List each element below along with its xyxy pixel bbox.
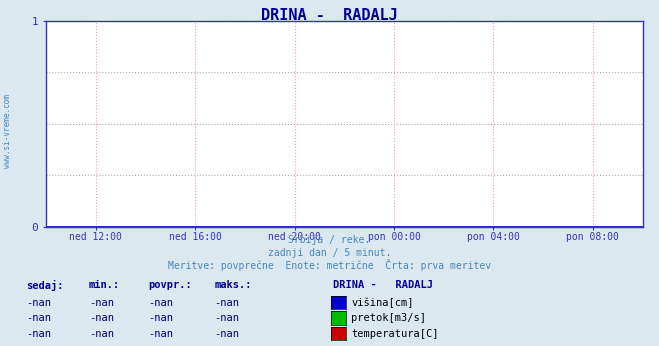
Text: -nan: -nan	[214, 313, 239, 323]
Text: DRINA -  RADALJ: DRINA - RADALJ	[261, 8, 398, 23]
Text: zadnji dan / 5 minut.: zadnji dan / 5 minut.	[268, 248, 391, 258]
Text: -nan: -nan	[26, 329, 51, 339]
Text: -nan: -nan	[214, 329, 239, 339]
Text: pretok[m3/s]: pretok[m3/s]	[351, 313, 426, 323]
Text: www.si-vreme.com: www.si-vreme.com	[3, 94, 13, 169]
Text: -nan: -nan	[148, 298, 173, 308]
Text: maks.:: maks.:	[214, 281, 252, 290]
Text: min.:: min.:	[89, 281, 120, 290]
Text: Srbija / reke.: Srbija / reke.	[289, 236, 370, 245]
Text: povpr.:: povpr.:	[148, 281, 192, 290]
Text: Meritve: povprečne  Enote: metrične  Črta: prva meritev: Meritve: povprečne Enote: metrične Črta:…	[168, 260, 491, 271]
Text: -nan: -nan	[148, 313, 173, 323]
Text: temperatura[C]: temperatura[C]	[351, 329, 439, 339]
Text: -nan: -nan	[214, 298, 239, 308]
Text: -nan: -nan	[148, 329, 173, 339]
Text: -nan: -nan	[89, 329, 114, 339]
Text: sedaj:: sedaj:	[26, 280, 64, 291]
Text: višina[cm]: višina[cm]	[351, 298, 414, 308]
Text: DRINA -   RADALJ: DRINA - RADALJ	[333, 281, 433, 290]
Text: -nan: -nan	[89, 313, 114, 323]
Text: -nan: -nan	[26, 313, 51, 323]
Text: -nan: -nan	[26, 298, 51, 308]
Text: -nan: -nan	[89, 298, 114, 308]
